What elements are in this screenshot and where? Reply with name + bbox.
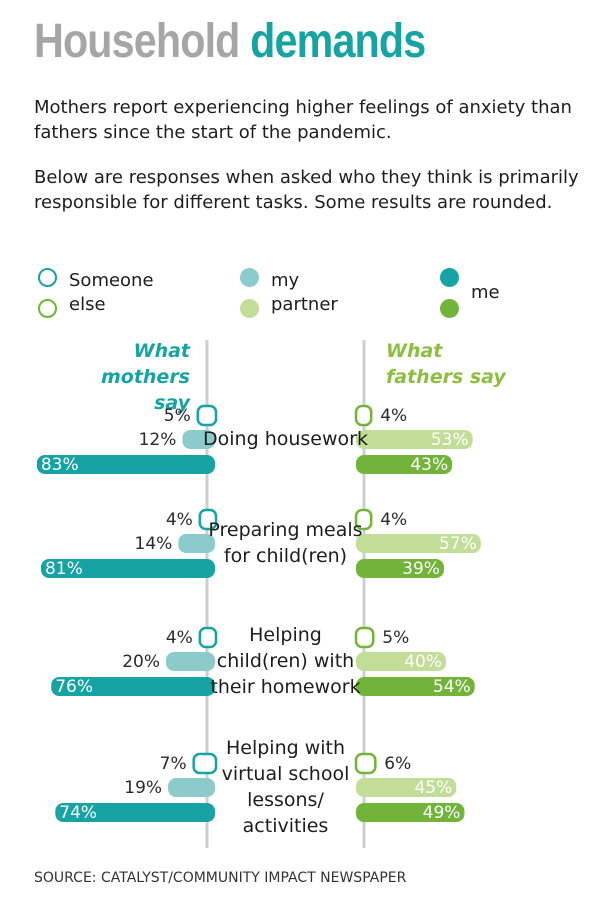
bar-mothers-me xyxy=(40,559,216,578)
bar-fathers-someone-else xyxy=(354,626,375,649)
title-part-household: Household xyxy=(34,15,240,68)
title-part-demands: demands xyxy=(250,15,426,68)
category-label-line: virtual school xyxy=(222,763,350,785)
value-label-mothers-someone-else: 5% xyxy=(164,406,191,426)
value-label-mothers-me: 76% xyxy=(55,677,93,697)
legend-label-someone-else: Someone else xyxy=(69,270,154,315)
bar-mothers-my-partner xyxy=(168,778,215,797)
category-label-line: Helping xyxy=(249,624,322,646)
category-label: Helping child(ren) with their homework xyxy=(210,624,360,698)
legend-item-someone-else: Someone else xyxy=(38,268,179,318)
value-label-mothers-someone-else: 7% xyxy=(160,754,187,774)
value-label-mothers-someone-else: 4% xyxy=(166,628,193,648)
intro-paragraph: Mothers report experiencing higher feeli… xyxy=(34,97,572,143)
value-label-mothers-my-partner: 12% xyxy=(139,430,177,450)
bar-fathers-someone-else xyxy=(354,752,377,775)
value-label-fathers-me: 39% xyxy=(402,559,440,579)
bar-fathers-someone-else xyxy=(354,508,373,531)
bar-fathers-my-partner xyxy=(356,652,446,671)
fathers-swatch-dot xyxy=(38,299,57,318)
fathers-column-heading: What fathers say xyxy=(386,340,506,388)
bar-mothers-someone-else xyxy=(196,404,218,427)
category-label: Doing housework xyxy=(203,428,368,450)
bar-mothers-me xyxy=(55,803,215,822)
category-label: Helping with virtual school lessons/activi… xyxy=(222,737,350,837)
bar-fathers-me xyxy=(356,677,475,696)
value-label-mothers-me: 83% xyxy=(41,455,79,475)
value-label-mothers-my-partner: 20% xyxy=(122,652,160,672)
value-label-fathers-someone-else: 5% xyxy=(382,628,409,648)
category-label-line: Doing housework xyxy=(203,428,368,450)
bar-mothers-my-partner xyxy=(182,430,215,449)
value-label-fathers-my-partner: 57% xyxy=(439,534,477,554)
bar-fathers-me xyxy=(356,455,453,474)
legend-item-me: me xyxy=(440,268,500,318)
value-label-mothers-me: 74% xyxy=(59,803,97,823)
value-label-mothers-someone-else: 4% xyxy=(166,510,193,530)
mothers-column-heading: What mothers say xyxy=(100,340,190,414)
diverging-bar-chart: 5% 4% 12% 53% 83% 43% Doing housework 4% 4% 14% 57… xyxy=(36,340,481,848)
value-label-fathers-my-partner: 45% xyxy=(414,778,452,798)
bar-fathers-me xyxy=(356,559,444,578)
bar-mothers-my-partner xyxy=(166,652,215,671)
legend-item-my-partner: my partner xyxy=(240,268,361,318)
value-label-fathers-someone-else: 4% xyxy=(380,510,407,530)
mothers-swatch-dot xyxy=(38,268,57,287)
bar-mothers-someone-else xyxy=(198,508,218,531)
bar-fathers-my-partner xyxy=(356,430,473,449)
bar-mothers-my-partner xyxy=(178,534,215,553)
value-label-mothers-my-partner: 19% xyxy=(124,778,162,798)
value-label-mothers-my-partner: 14% xyxy=(135,534,173,554)
category-label-line: their homework xyxy=(210,676,360,698)
value-label-fathers-me: 49% xyxy=(423,803,461,823)
bar-fathers-my-partner xyxy=(356,778,457,797)
mothers-swatch-dot xyxy=(240,268,259,287)
category-label-line: lessons/ xyxy=(247,789,324,811)
category-label-line: child(ren) with xyxy=(217,650,354,672)
bar-fathers-my-partner xyxy=(356,534,481,553)
mothers-swatch-dot xyxy=(440,268,459,287)
legend-label-my-partner: my partner xyxy=(271,270,338,315)
value-label-fathers-my-partner: 53% xyxy=(431,430,469,450)
bar-fathers-me xyxy=(356,803,465,822)
category-label: Preparing meals for child(ren) xyxy=(208,519,362,567)
bar-mothers-me xyxy=(51,677,216,696)
value-label-fathers-someone-else: 6% xyxy=(384,754,411,774)
chart-title: Household demands xyxy=(34,15,426,68)
bar-fathers-someone-else xyxy=(354,404,373,427)
bar-mothers-me xyxy=(36,455,215,474)
value-label-fathers-someone-else: 4% xyxy=(380,406,407,426)
source-note: SOURCE: CATALYST/COMMUNITY IMPACT NEWSPA… xyxy=(34,870,407,886)
value-label-fathers-me: 54% xyxy=(433,677,471,697)
legend-label-me: me xyxy=(471,282,500,303)
bar-mothers-someone-else xyxy=(198,626,218,649)
legend-swatch-someone-else xyxy=(38,268,57,318)
category-label-line: Helping with xyxy=(226,737,345,759)
value-label-fathers-my-partner: 40% xyxy=(404,652,442,672)
legend-swatch-me xyxy=(440,268,459,318)
category-label-line: activities xyxy=(243,815,329,837)
bar-mothers-someone-else xyxy=(192,752,218,775)
fathers-swatch-dot xyxy=(440,299,459,318)
legend-swatch-my-partner xyxy=(240,268,259,318)
category-label-line: for child(ren) xyxy=(224,545,347,567)
value-label-fathers-me: 43% xyxy=(410,455,448,475)
value-label-mothers-me: 81% xyxy=(45,559,83,579)
explanation-paragraph: Below are responses when asked who they … xyxy=(34,167,579,213)
fathers-swatch-dot xyxy=(240,299,259,318)
category-label-line: Preparing meals xyxy=(208,519,362,541)
